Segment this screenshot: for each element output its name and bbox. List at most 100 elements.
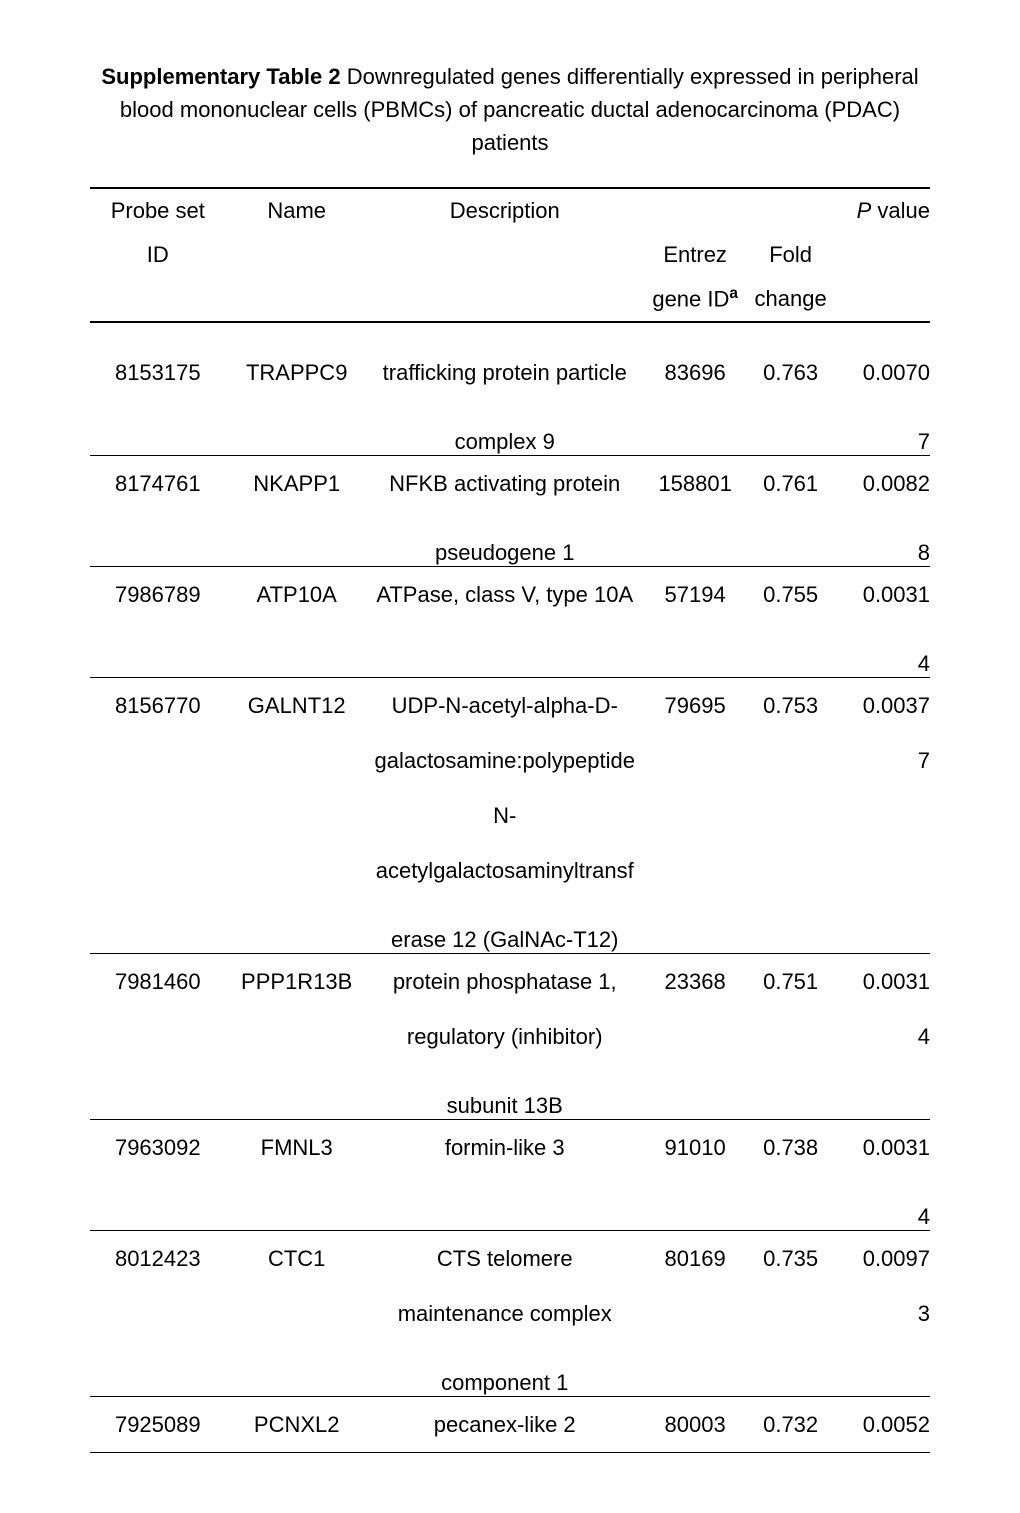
cell-name: PCNXL2 — [226, 1397, 368, 1453]
cell-description: N- — [368, 788, 642, 843]
cell-name — [226, 400, 368, 456]
cell-p-value: 7 — [833, 400, 930, 456]
hdr-gene-id: gene IDa — [642, 277, 749, 322]
hdr-gene-id-sup: a — [729, 285, 738, 302]
cell-name: CTC1 — [226, 1231, 368, 1287]
cell-p-value: 8 — [833, 511, 930, 567]
cell-fold — [749, 1175, 833, 1231]
cell-description — [368, 622, 642, 678]
cell-probe — [90, 788, 226, 843]
table-row: acetylgalactosaminyltransf — [90, 843, 930, 898]
cell-name: FMNL3 — [226, 1120, 368, 1176]
table-row: 8012423CTC1CTS telomere801690.7350.0097 — [90, 1231, 930, 1287]
cell-probe — [90, 898, 226, 954]
cell-probe — [90, 843, 226, 898]
cell-probe — [90, 1009, 226, 1064]
table-caption: Supplementary Table 2 Downregulated gene… — [90, 60, 930, 159]
cell-description: CTS telomere — [368, 1231, 642, 1287]
cell-probe — [90, 622, 226, 678]
table-row: pseudogene 1 8 — [90, 511, 930, 567]
cell-probe — [90, 733, 226, 788]
cell-fold — [749, 1341, 833, 1397]
cell-entrez: 79695 — [642, 678, 749, 734]
table-row: 8153175TRAPPC9trafficking protein partic… — [90, 322, 930, 400]
cell-entrez — [642, 1175, 749, 1231]
cell-fold — [749, 898, 833, 954]
cell-p-value: 3 — [833, 1286, 930, 1341]
table-row: N- — [90, 788, 930, 843]
cell-name — [226, 1064, 368, 1120]
cell-entrez: 158801 — [642, 456, 749, 512]
cell-entrez: 80003 — [642, 1397, 749, 1453]
hdr-p-rest: value — [871, 198, 930, 223]
cell-name — [226, 622, 368, 678]
cell-fold: 0.751 — [749, 954, 833, 1010]
hdr-name: Name — [226, 188, 368, 233]
table-row: component 1 — [90, 1341, 930, 1397]
table-row: 4 — [90, 622, 930, 678]
table-row: 7925089PCNXL2pecanex-like 2800030.7320.0… — [90, 1397, 930, 1453]
cell-probe — [90, 1341, 226, 1397]
cell-fold — [749, 843, 833, 898]
hdr-gene-id-text: gene ID — [652, 287, 729, 312]
cell-description — [368, 1175, 642, 1231]
hdr-id: ID — [90, 233, 226, 277]
cell-probe: 8174761 — [90, 456, 226, 512]
table-row: 8174761NKAPP1NFKB activating protein1588… — [90, 456, 930, 512]
cell-fold: 0.732 — [749, 1397, 833, 1453]
hdr-entrez: Entrez — [642, 233, 749, 277]
gene-table: Probe set Name Description P value ID En… — [90, 187, 930, 1453]
cell-entrez — [642, 733, 749, 788]
cell-p-value — [833, 1064, 930, 1120]
cell-description: acetylgalactosaminyltransf — [368, 843, 642, 898]
cell-description: NFKB activating protein — [368, 456, 642, 512]
cell-fold — [749, 622, 833, 678]
cell-probe: 8012423 — [90, 1231, 226, 1287]
cell-entrez: 57194 — [642, 567, 749, 623]
table-row: 7981460PPP1R13Bprotein phosphatase 1,233… — [90, 954, 930, 1010]
table-body: 8153175TRAPPC9trafficking protein partic… — [90, 322, 930, 1453]
cell-description: ATPase, class V, type 10A — [368, 567, 642, 623]
cell-entrez: 80169 — [642, 1231, 749, 1287]
cell-name — [226, 788, 368, 843]
cell-entrez — [642, 898, 749, 954]
cell-description: UDP-N-acetyl-alpha-D- — [368, 678, 642, 734]
cell-entrez — [642, 1286, 749, 1341]
cell-entrez — [642, 1009, 749, 1064]
table-row: 7963092FMNL3formin-like 3910100.7380.003… — [90, 1120, 930, 1176]
header-row-1: Probe set Name Description P value — [90, 188, 930, 233]
cell-entrez — [642, 511, 749, 567]
cell-p-value: 7 — [833, 733, 930, 788]
cell-probe: 7981460 — [90, 954, 226, 1010]
cell-p-value: 0.0082 — [833, 456, 930, 512]
cell-p-value: 0.0031 — [833, 567, 930, 623]
cell-probe — [90, 400, 226, 456]
cell-description: trafficking protein particle — [368, 322, 642, 400]
cell-p-value: 0.0031 — [833, 1120, 930, 1176]
cell-fold — [749, 511, 833, 567]
cell-p-value: 0.0070 — [833, 322, 930, 400]
cell-entrez: 83696 — [642, 322, 749, 400]
cell-fold: 0.755 — [749, 567, 833, 623]
table-row: 8156770GALNT12UDP-N-acetyl-alpha-D-79695… — [90, 678, 930, 734]
cell-p-value — [833, 788, 930, 843]
cell-fold — [749, 1009, 833, 1064]
cell-description: maintenance complex — [368, 1286, 642, 1341]
cell-name: TRAPPC9 — [226, 322, 368, 400]
cell-entrez — [642, 788, 749, 843]
table-row: 4 — [90, 1175, 930, 1231]
cell-p-value: 4 — [833, 1175, 930, 1231]
cell-entrez — [642, 1341, 749, 1397]
cell-entrez: 23368 — [642, 954, 749, 1010]
cell-description: pseudogene 1 — [368, 511, 642, 567]
cell-description: erase 12 (GalNAc-T12) — [368, 898, 642, 954]
cell-probe: 7986789 — [90, 567, 226, 623]
cell-probe — [90, 1175, 226, 1231]
table-row: maintenance complex 3 — [90, 1286, 930, 1341]
hdr-fold: Fold — [749, 233, 833, 277]
cell-description: component 1 — [368, 1341, 642, 1397]
page: Supplementary Table 2 Downregulated gene… — [0, 0, 1020, 1513]
cell-p-value: 4 — [833, 622, 930, 678]
cell-entrez — [642, 1064, 749, 1120]
cell-name — [226, 1175, 368, 1231]
